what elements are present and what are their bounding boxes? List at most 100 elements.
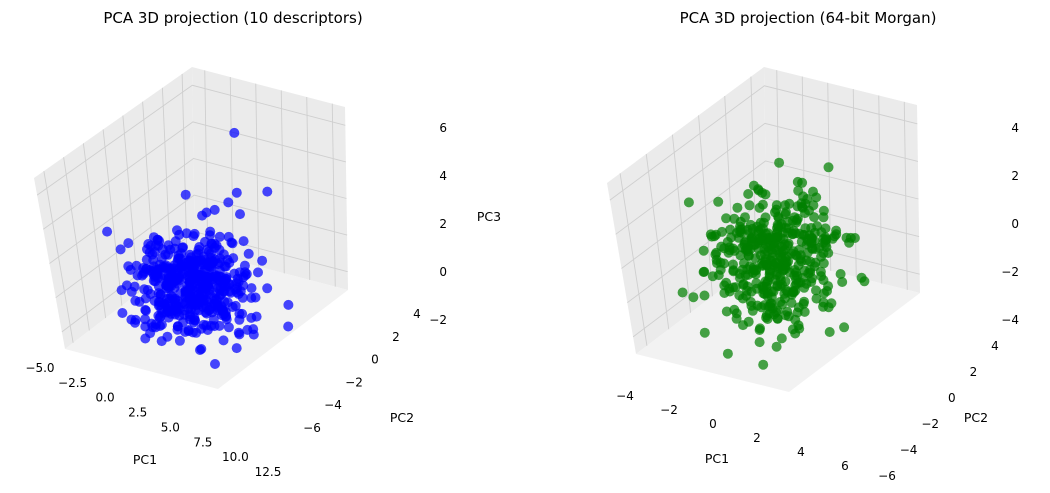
data-point <box>713 196 724 207</box>
data-point <box>223 197 234 208</box>
y-tick-label: 0 <box>371 353 379 367</box>
data-point <box>218 335 229 346</box>
data-point <box>784 267 795 278</box>
data-point <box>818 205 829 216</box>
data-point <box>794 323 805 334</box>
data-point <box>849 233 860 243</box>
x-tick-label: 0.0 <box>96 391 115 405</box>
data-point <box>181 228 192 239</box>
data-point <box>235 209 245 220</box>
data-point <box>823 162 834 173</box>
floor-pane <box>65 250 348 389</box>
z-tick-label: 2 <box>439 217 447 231</box>
data-point <box>788 225 799 236</box>
data-point <box>140 305 151 316</box>
data-point <box>799 296 810 307</box>
data-point <box>180 326 191 337</box>
data-point <box>776 241 787 252</box>
data-point <box>753 184 764 195</box>
data-point <box>155 311 166 322</box>
y-tick-label: −4 <box>900 443 918 457</box>
x-tick-label: 6 <box>841 459 849 473</box>
data-point <box>841 232 852 243</box>
data-point <box>140 333 151 344</box>
data-point <box>231 187 242 198</box>
chart-title: PCA 3D projection (64-bit Morgan) <box>680 9 937 27</box>
data-point <box>761 278 772 289</box>
data-point <box>754 202 765 213</box>
data-point <box>699 290 710 301</box>
data-point <box>152 234 163 245</box>
data-point <box>721 306 732 317</box>
z-tick-label: 0 <box>1011 217 1019 231</box>
grid-line <box>621 160 919 269</box>
data-point <box>759 256 770 267</box>
y-tick-label: −6 <box>878 469 896 483</box>
data-point <box>831 229 842 240</box>
data-point <box>760 189 771 200</box>
grid-line <box>49 158 347 264</box>
data-point <box>163 249 174 260</box>
x-axis-label: PC1 <box>133 452 157 467</box>
data-point <box>713 270 724 281</box>
data-point <box>820 223 831 234</box>
data-point <box>102 226 113 237</box>
x-tick-label: 2 <box>753 431 761 445</box>
data-point <box>781 207 791 218</box>
data-point <box>150 276 161 287</box>
y-tick-label: −2 <box>921 417 939 431</box>
data-point <box>198 251 209 262</box>
data-point <box>115 244 126 255</box>
grid-line <box>36 84 346 196</box>
data-point <box>818 258 829 269</box>
data-point <box>209 298 220 309</box>
data-point <box>187 327 198 338</box>
data-point <box>248 324 259 335</box>
data-point <box>123 261 134 272</box>
x-tick-label: −4 <box>616 389 634 403</box>
x-tick-label: 2.5 <box>128 406 147 420</box>
data-point <box>237 292 248 303</box>
data-point <box>218 305 229 316</box>
data-point <box>190 273 201 284</box>
data-point <box>230 300 241 311</box>
grid-line <box>55 194 348 299</box>
data-point <box>711 254 722 265</box>
x-axis-label: PC1 <box>705 451 729 466</box>
data-point <box>216 289 227 300</box>
data-point <box>677 287 688 298</box>
data-point <box>771 341 782 352</box>
data-point <box>755 224 766 235</box>
data-point <box>174 270 184 281</box>
data-point <box>130 295 141 306</box>
data-point <box>688 292 699 303</box>
data-point <box>193 283 204 294</box>
data-point <box>717 226 727 237</box>
data-point <box>210 270 221 281</box>
data-point <box>123 238 134 249</box>
data-point <box>773 221 783 232</box>
data-point <box>200 273 211 283</box>
data-point <box>189 228 200 239</box>
data-point <box>816 271 827 282</box>
x-tick-label: −5.0 <box>25 361 54 375</box>
data-point <box>750 253 761 264</box>
data-point <box>250 292 261 303</box>
data-point <box>231 343 242 354</box>
x-tick-label: −2.5 <box>58 376 87 390</box>
data-point <box>198 319 209 330</box>
data-point <box>737 293 748 304</box>
data-point <box>204 284 215 295</box>
data-point <box>774 157 785 168</box>
z-axis-label: PC3 <box>477 209 501 224</box>
data-point <box>172 321 183 332</box>
data-point <box>837 277 848 287</box>
data-point <box>794 244 804 255</box>
x-tick-label: 12.5 <box>255 465 282 479</box>
data-point <box>205 226 216 237</box>
y-tick-label: 0 <box>948 391 956 405</box>
plot-panel-morgan: PCA 3D projection (64-bit Morgan) PC1 PC… <box>607 9 1019 483</box>
grid-line <box>609 85 918 201</box>
data-point <box>140 293 151 304</box>
